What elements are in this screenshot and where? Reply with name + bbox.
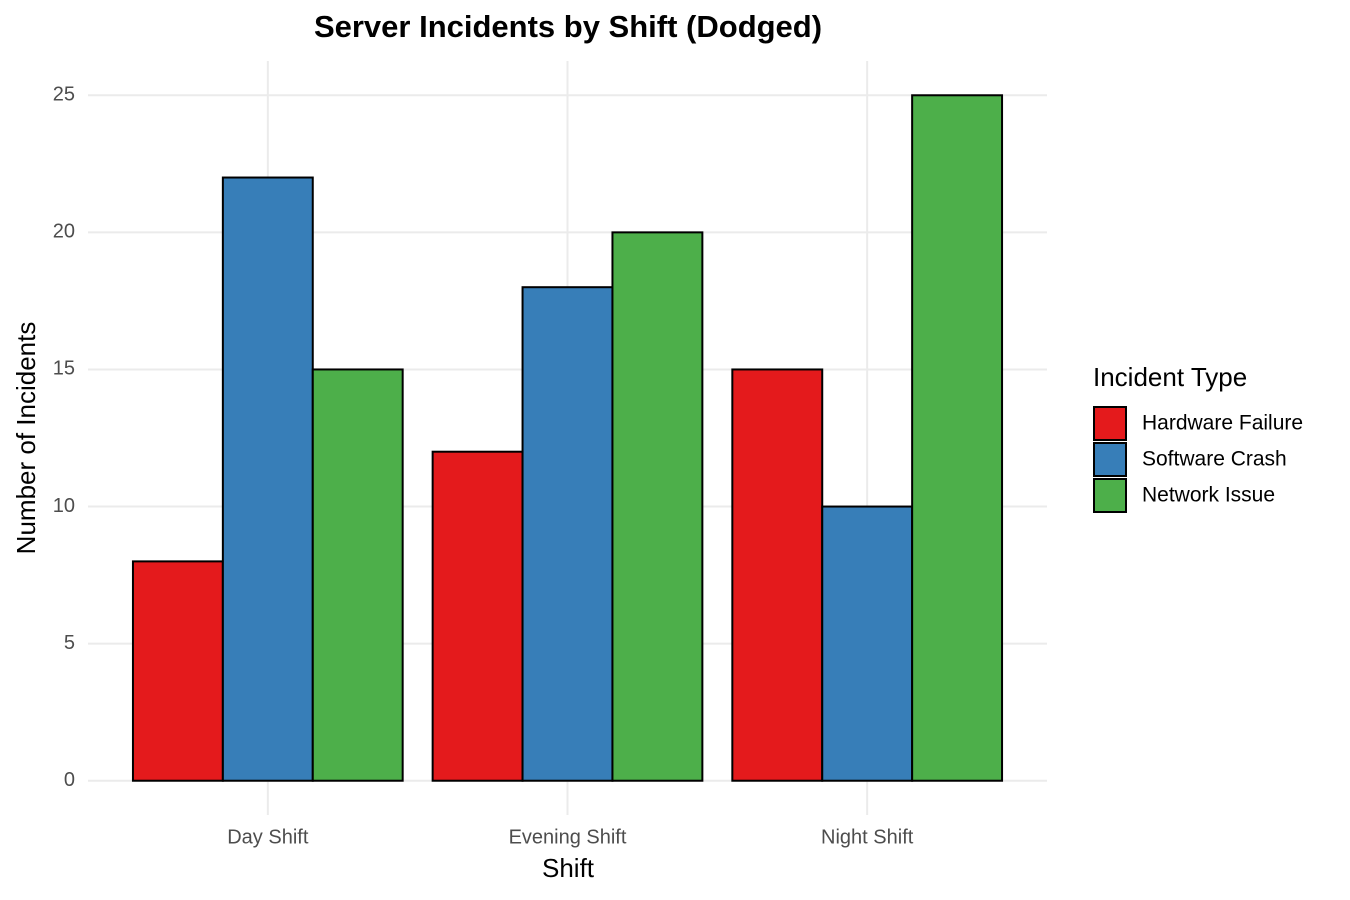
y-tick-label: 10 (53, 495, 75, 517)
x-tick-label: Night Shift (821, 826, 914, 848)
chart-title: Server Incidents by Shift (Dodged) (314, 9, 822, 44)
y-tick-label: 5 (64, 632, 75, 654)
bar (431, 450, 524, 782)
y-tick-label: 25 (53, 84, 75, 106)
legend-label: Hardware Failure (1142, 412, 1303, 435)
bar (611, 231, 704, 782)
bar (911, 94, 1004, 782)
bar (311, 368, 404, 782)
y-axis-label: Number of Incidents (11, 322, 41, 555)
x-tick-label: Evening Shift (509, 826, 627, 848)
x-axis-label: Shift (542, 853, 595, 883)
x-tick-label: Day Shift (227, 826, 309, 848)
bar (821, 505, 914, 782)
legend-key (1093, 406, 1127, 441)
legend-key (1093, 442, 1127, 477)
legend-key (1093, 478, 1127, 513)
bar (131, 560, 224, 782)
bar (221, 176, 314, 782)
y-tick-label: 0 (64, 769, 75, 791)
legend-label: Software Crash (1142, 448, 1287, 471)
legend-title: Incident Type (1093, 362, 1247, 392)
y-tick-label: 20 (53, 221, 75, 243)
bar (731, 368, 824, 782)
y-tick-label: 15 (53, 358, 75, 380)
legend-label: Network Issue (1142, 484, 1275, 507)
bar (521, 286, 614, 782)
